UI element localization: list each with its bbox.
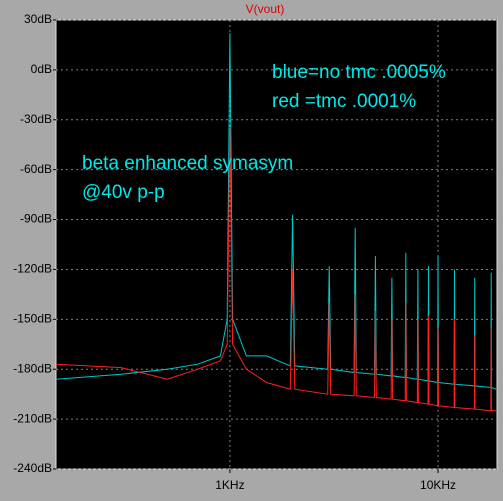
series-line (55, 33, 497, 390)
annotation: @40v p-p (82, 182, 165, 203)
y-tick-label: -210dB (13, 411, 52, 425)
annotation: beta enhanced symasym (82, 153, 293, 174)
y-tick-label: -30dB (20, 112, 52, 126)
x-tick-label: 10KHz (420, 478, 456, 492)
y-tick-label: 0dB (31, 62, 52, 76)
y-tick-label: -120dB (13, 262, 52, 276)
x-tick-label: 1KHz (215, 478, 244, 492)
annotation: red =tmc .0001% (272, 91, 416, 112)
series-line (55, 128, 497, 412)
y-tick-label: 30dB (24, 12, 52, 26)
chart-title: V(vout) (246, 2, 285, 16)
y-tick-label: -180dB (13, 361, 52, 375)
y-tick-label: -90dB (20, 212, 52, 226)
annotation: blue=no tmc .0005% (272, 62, 446, 83)
plot-area (55, 19, 498, 470)
y-tick-label: -150dB (13, 312, 52, 326)
y-tick-label: -240dB (13, 461, 52, 475)
y-tick-label: -60dB (20, 162, 52, 176)
